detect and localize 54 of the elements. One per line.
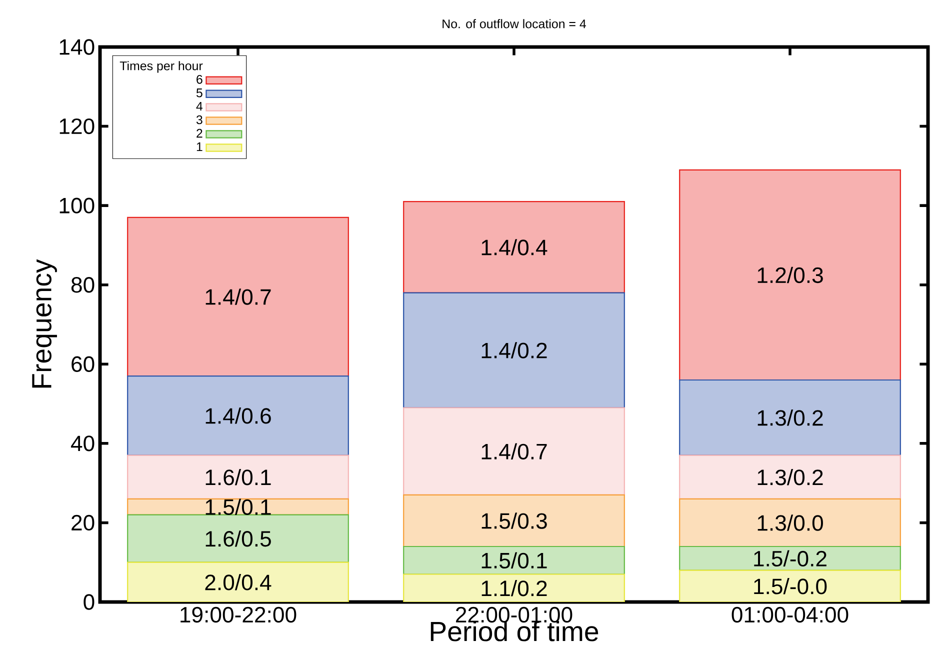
y-tick-label: 80 (71, 277, 94, 293)
bar (679, 570, 901, 602)
data-label: 2.0/0.4 (205, 574, 272, 590)
bar (679, 379, 901, 456)
legend-label: 4 (196, 102, 203, 111)
x-tick-label: 19:00-22:00 (180, 606, 296, 623)
data-label: 1.3/0.0 (758, 514, 823, 531)
bar (403, 407, 625, 496)
bar (127, 454, 349, 500)
data-label: 1.1/0.2 (482, 580, 547, 596)
bar (127, 216, 349, 377)
legend-label: 2 (196, 128, 202, 138)
bar (403, 494, 625, 548)
data-label: 1.6/0.5 (206, 530, 271, 547)
data-label: 1.5/0.1 (482, 552, 547, 569)
legend-label: 6 (196, 74, 202, 84)
data-label: 1.6/0.1 (206, 469, 271, 486)
legend-label: 3 (196, 115, 202, 124)
y-tick-label: 40 (70, 436, 94, 452)
bar (403, 546, 625, 575)
bar (679, 454, 901, 500)
data-label: 1.5/-0.2 (754, 550, 826, 567)
bar (403, 292, 625, 408)
bar (403, 574, 625, 602)
data-label: 1.4/0.2 (482, 342, 547, 358)
data-label: 1.5/0.3 (482, 512, 547, 529)
bar (127, 375, 349, 456)
bar (679, 169, 901, 381)
y-axis-title: Frequency (32, 259, 57, 388)
x-tick-label: 22:00-01:00 (456, 606, 572, 623)
data-label: 1.4/0.7 (482, 443, 547, 460)
data-label: 1.3/0.2 (758, 410, 823, 426)
chart-title: No. of outflow location = 4 (442, 19, 586, 28)
data-label: 1.5/-0.0 (754, 578, 827, 594)
data-label: 1.4/0.6 (206, 408, 271, 424)
bar (679, 498, 901, 548)
data-label: 1.4/0.7 (206, 288, 271, 305)
x-tick-label: 01:00-04:00 (732, 606, 848, 623)
y-tick-label: 140 (60, 39, 94, 55)
bar (403, 201, 625, 294)
y-tick-label: 100 (60, 198, 94, 214)
legend-title: Times per hour (120, 61, 203, 73)
data-label: 1.2/0.3 (758, 266, 823, 284)
y-tick-label: 120 (60, 118, 94, 134)
y-tick-label: 20 (72, 514, 94, 531)
legend-label: 5 (196, 88, 202, 98)
data-label: 1.5/0.1 (206, 498, 271, 515)
bar (127, 562, 349, 602)
bar (127, 514, 349, 563)
y-tick-label: 60 (72, 356, 94, 372)
data-label: 1.4/0.4 (482, 239, 548, 256)
data-label: 1.3/0.2 (758, 469, 823, 486)
y-tick-label: 0 (84, 594, 94, 610)
legend-label: 1 (196, 142, 202, 151)
